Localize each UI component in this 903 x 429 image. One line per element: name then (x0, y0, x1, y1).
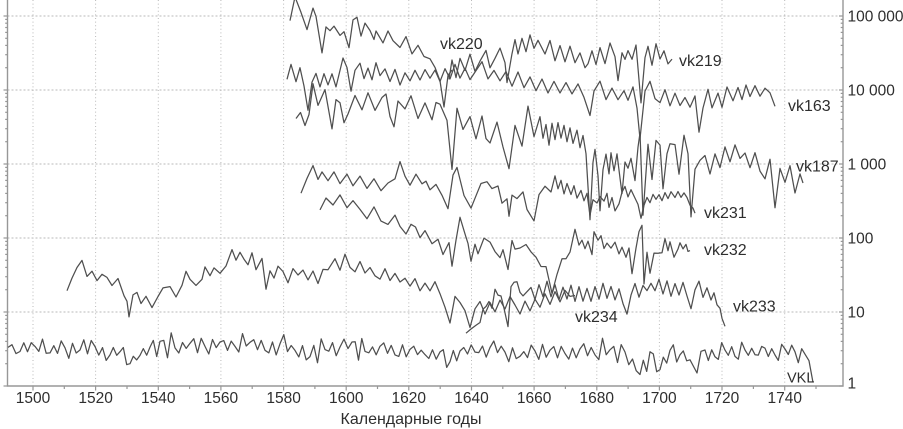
svg-text:1580: 1580 (266, 390, 301, 407)
svg-text:Календарные годы: Календарные годы (341, 411, 482, 428)
svg-text:1500: 1500 (16, 390, 51, 407)
svg-text:1600: 1600 (329, 390, 364, 407)
svg-text:vk234: vk234 (575, 309, 618, 326)
svg-text:1700: 1700 (642, 390, 677, 407)
svg-text:1720: 1720 (705, 390, 740, 407)
svg-text:10: 10 (848, 305, 866, 322)
svg-text:1620: 1620 (392, 390, 427, 407)
svg-text:1540: 1540 (141, 390, 176, 407)
svg-text:vk232: vk232 (704, 242, 747, 259)
svg-text:1740: 1740 (767, 390, 802, 407)
svg-text:vk220: vk220 (440, 36, 483, 53)
svg-text:vk187: vk187 (796, 159, 839, 176)
svg-text:10 000: 10 000 (848, 83, 896, 100)
svg-text:vk219: vk219 (679, 53, 722, 70)
svg-text:100 000: 100 000 (848, 9, 903, 26)
svg-text:1640: 1640 (454, 390, 489, 407)
svg-text:VKL: VKL (787, 371, 814, 387)
svg-text:1520: 1520 (78, 390, 113, 407)
svg-text:100: 100 (848, 231, 874, 248)
svg-text:1660: 1660 (517, 390, 552, 407)
svg-text:1680: 1680 (580, 390, 615, 407)
svg-text:vk231: vk231 (704, 205, 747, 222)
svg-text:vk163: vk163 (788, 98, 831, 115)
svg-text:vk233: vk233 (733, 299, 776, 316)
svg-text:1: 1 (848, 376, 857, 393)
svg-text:1560: 1560 (204, 390, 239, 407)
svg-text:1 000: 1 000 (848, 157, 887, 174)
